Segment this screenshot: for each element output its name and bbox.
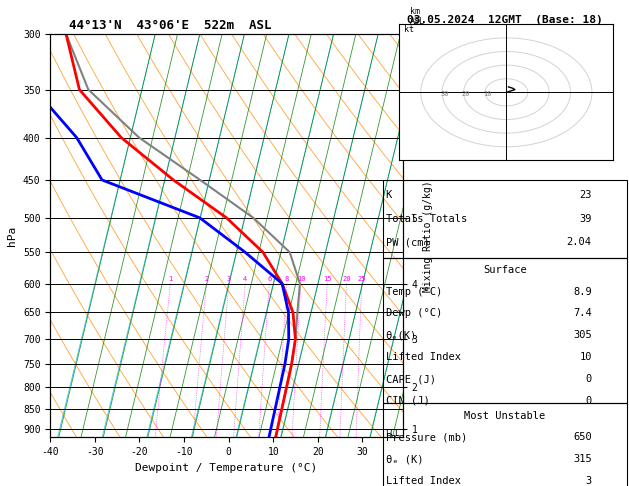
Text: Totals Totals: Totals Totals xyxy=(386,214,467,224)
Text: 15: 15 xyxy=(323,276,331,281)
Text: Lifted Index: Lifted Index xyxy=(386,352,460,362)
Text: 650: 650 xyxy=(573,433,592,442)
Text: 10: 10 xyxy=(483,91,491,97)
Text: 03.05.2024  12GMT  (Base: 18): 03.05.2024 12GMT (Base: 18) xyxy=(407,15,603,25)
Text: 3: 3 xyxy=(586,476,592,486)
Text: CAPE (J): CAPE (J) xyxy=(386,374,435,384)
Text: K: K xyxy=(386,191,392,200)
Text: θₑ(K): θₑ(K) xyxy=(386,330,417,340)
Text: 315: 315 xyxy=(573,454,592,464)
Text: 2: 2 xyxy=(204,276,209,281)
Text: 39: 39 xyxy=(579,214,592,224)
Text: θₑ (K): θₑ (K) xyxy=(386,454,423,464)
Text: Surface: Surface xyxy=(483,265,526,275)
Y-axis label: hPa: hPa xyxy=(8,226,18,246)
Bar xyxy=(383,180,626,258)
Text: 10: 10 xyxy=(297,276,305,281)
Text: kt: kt xyxy=(404,25,414,35)
Text: 0: 0 xyxy=(586,374,592,384)
Text: 44°13'N  43°06'E  522m  ASL: 44°13'N 43°06'E 522m ASL xyxy=(69,19,271,33)
Text: km
ASL: km ASL xyxy=(409,6,425,26)
Text: 25: 25 xyxy=(357,276,366,281)
Text: 2.04: 2.04 xyxy=(567,237,592,247)
Text: 10: 10 xyxy=(579,352,592,362)
X-axis label: Dewpoint / Temperature (°C): Dewpoint / Temperature (°C) xyxy=(135,463,318,473)
Y-axis label: Mixing Ratio (g/kg): Mixing Ratio (g/kg) xyxy=(423,180,433,292)
Text: 20: 20 xyxy=(462,91,470,97)
Text: 1: 1 xyxy=(169,276,172,281)
Text: CIN (J): CIN (J) xyxy=(386,396,429,406)
Text: 8: 8 xyxy=(285,276,289,281)
Bar xyxy=(383,403,626,486)
Text: 20: 20 xyxy=(342,276,351,281)
Text: 30: 30 xyxy=(440,91,448,97)
Text: 305: 305 xyxy=(573,330,592,340)
Text: PW (cm): PW (cm) xyxy=(386,237,429,247)
Text: 4: 4 xyxy=(243,276,247,281)
Text: 8.9: 8.9 xyxy=(573,287,592,296)
Text: Temp (°C): Temp (°C) xyxy=(386,287,442,296)
Text: LCL: LCL xyxy=(386,429,400,438)
Text: 23: 23 xyxy=(579,191,592,200)
Text: Lifted Index: Lifted Index xyxy=(386,476,460,486)
Text: Dewp (°C): Dewp (°C) xyxy=(386,309,442,318)
Text: 7.4: 7.4 xyxy=(573,309,592,318)
Text: Pressure (mb): Pressure (mb) xyxy=(386,433,467,442)
Text: 0: 0 xyxy=(586,396,592,406)
Bar xyxy=(383,258,626,403)
Text: Most Unstable: Most Unstable xyxy=(464,411,545,420)
Text: 3: 3 xyxy=(226,276,231,281)
Text: 6: 6 xyxy=(267,276,271,281)
